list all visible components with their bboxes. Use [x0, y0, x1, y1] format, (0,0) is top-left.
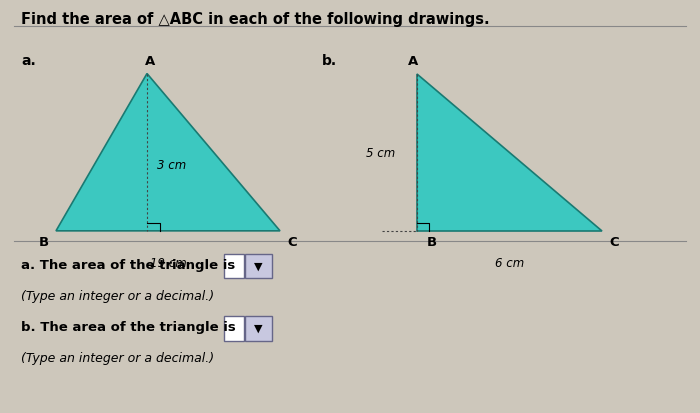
- Bar: [224, 316, 244, 341]
- Text: 5 cm: 5 cm: [366, 146, 396, 159]
- Text: B: B: [427, 235, 437, 248]
- Text: C: C: [287, 235, 297, 248]
- Text: (Type an integer or a decimal.): (Type an integer or a decimal.): [21, 289, 214, 302]
- Polygon shape: [56, 74, 280, 231]
- Bar: [245, 254, 272, 279]
- Text: Find the area of △ABC in each of the following drawings.: Find the area of △ABC in each of the fol…: [21, 12, 489, 27]
- Text: a. The area of the triangle is: a. The area of the triangle is: [21, 258, 235, 271]
- Text: a.: a.: [21, 54, 36, 68]
- Text: A: A: [408, 55, 418, 68]
- Text: 6 cm: 6 cm: [495, 256, 524, 269]
- Bar: [224, 254, 244, 279]
- Bar: [245, 316, 272, 341]
- Text: C: C: [609, 235, 619, 248]
- Text: A: A: [146, 55, 155, 68]
- Text: ▼: ▼: [254, 323, 262, 333]
- Polygon shape: [416, 74, 602, 231]
- Text: (Type an integer or a decimal.): (Type an integer or a decimal.): [21, 351, 214, 364]
- Text: 3 cm: 3 cm: [158, 159, 187, 172]
- Text: b. The area of the triangle is: b. The area of the triangle is: [21, 320, 236, 333]
- Text: B: B: [39, 235, 49, 248]
- Text: 19 cm: 19 cm: [150, 256, 186, 269]
- Text: ▼: ▼: [254, 261, 262, 271]
- Text: b.: b.: [322, 54, 337, 68]
